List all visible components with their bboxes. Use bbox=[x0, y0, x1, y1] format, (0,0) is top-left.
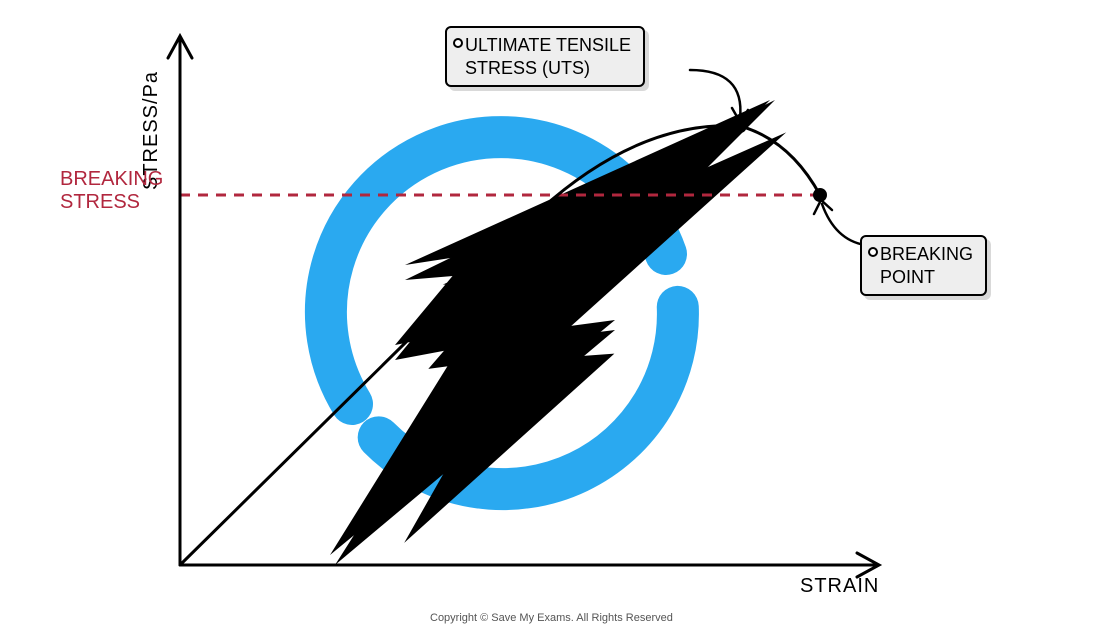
uts-label-line2: STRESS (UTS) bbox=[465, 58, 590, 78]
uts-label-line1: ULTIMATE TENSILE bbox=[465, 35, 631, 55]
copyright-text: Copyright © Save My Exams. All Rights Re… bbox=[430, 612, 673, 624]
breaking-point-arrow bbox=[814, 200, 865, 245]
uts-arrow bbox=[690, 70, 748, 122]
watermark-logo bbox=[326, 100, 786, 565]
x-axis-label: STRAIN bbox=[800, 575, 879, 598]
breaking-stress-label: BREAKING STRESS bbox=[60, 168, 163, 214]
breaking-stress-line1: BREAKING bbox=[60, 168, 163, 190]
uts-label-card: ULTIMATE TENSILE STRESS (UTS) bbox=[445, 26, 645, 87]
breaking-stress-line2: STRESS bbox=[60, 191, 140, 213]
diagram-stage: STRESS/Pa STRAIN BREAKING STRESS ULTIMAT… bbox=[0, 0, 1100, 629]
breaking-point-label-line2: POINT bbox=[880, 267, 935, 287]
breaking-point-label-line1: BREAKING bbox=[880, 244, 973, 264]
stress-strain-chart bbox=[0, 0, 1100, 629]
breaking-point-label-card: BREAKING POINT bbox=[860, 235, 987, 296]
